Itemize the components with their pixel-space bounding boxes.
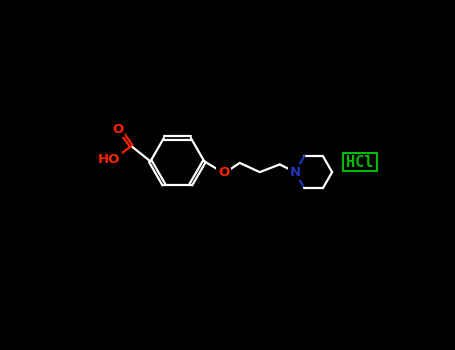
Text: O: O — [218, 166, 229, 178]
Text: N: N — [290, 166, 301, 178]
Text: O: O — [112, 122, 124, 135]
Text: HO: HO — [98, 153, 120, 166]
Text: HCl: HCl — [346, 155, 374, 170]
FancyBboxPatch shape — [343, 153, 377, 172]
